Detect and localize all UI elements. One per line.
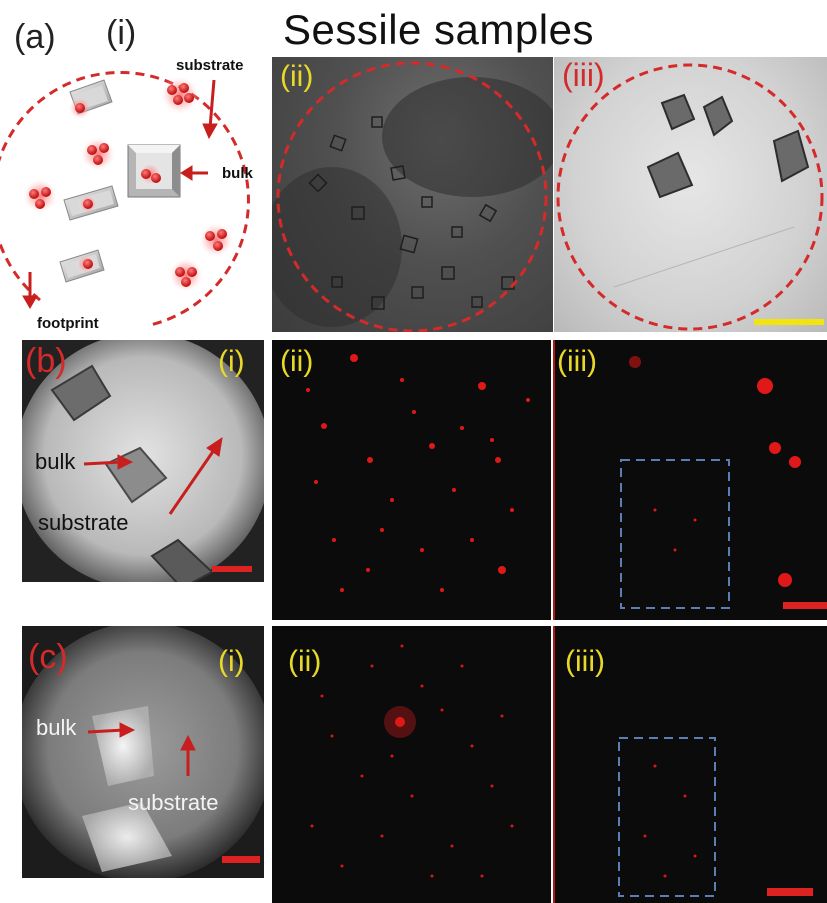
panel-a-ii-label: (ii) (280, 60, 314, 93)
panel-c-i-label: (i) (218, 645, 245, 678)
arrow-bulk-b (83, 454, 134, 470)
arrow-footprint (22, 272, 38, 309)
fluorescence-b-iii-drawing (620, 356, 827, 609)
arrow-bulk-c (87, 722, 136, 738)
fluorescence-c-ii (272, 626, 551, 903)
fluorescence-b-ii-drawing (306, 354, 530, 592)
fluorescence-c-iii-drawing (618, 737, 813, 897)
zoom-region-box-b (620, 459, 730, 609)
micrograph-a-iii-drawing (556, 63, 824, 331)
panel-c-ii-label: (ii) (288, 645, 322, 678)
fluorescence-c-iii (553, 626, 827, 903)
crystal-bulk (127, 144, 181, 198)
drop-footprint-outline-a-ii (276, 61, 548, 332)
annotation-bulk-c: bulk (36, 715, 77, 740)
bead-clusters (22, 75, 234, 293)
arrow-substrate-b (168, 436, 223, 515)
arrow-substrate (202, 79, 218, 140)
panel-b-i-label: (i) (218, 345, 245, 378)
scale-bar-red-b-i (212, 566, 252, 572)
panel-b-label: (b) (25, 342, 67, 380)
panel-c-label: (c) (28, 638, 68, 676)
fluorescence-b-ii (272, 340, 551, 620)
zoom-region-box-c (618, 737, 716, 897)
micrograph-c-i (22, 626, 264, 878)
scale-bar-red-c-iii (767, 888, 813, 896)
panel-c-iii-label: (iii) (565, 645, 605, 678)
panel-a-iii-label: (iii) (562, 57, 605, 93)
schematic-panel (0, 50, 270, 335)
schematic-diagram (0, 71, 250, 327)
panel-a-i-label: (i) (106, 14, 137, 52)
scale-bar-red-c-i (222, 856, 260, 863)
micrograph-b-i-drawing (22, 340, 264, 582)
panel-b-iii-label: (iii) (557, 345, 597, 378)
annotation-bulk-a: bulk (222, 165, 253, 182)
scale-bar-red-b-iii (783, 602, 827, 609)
scale-bar-yellow (754, 319, 824, 325)
micrograph-a-ii (272, 57, 553, 332)
drop-footprint-outline-a-iii (556, 63, 824, 331)
annotation-substrate-c: substrate (128, 790, 219, 815)
annotation-substrate-b: substrate (38, 510, 129, 535)
arrow-bulk (180, 165, 208, 181)
annotation-bulk-b: bulk (35, 449, 76, 474)
annotation-substrate-a: substrate (176, 57, 244, 74)
panel-a-label: (a) (14, 18, 56, 56)
micrograph-b-i (22, 340, 264, 582)
panel-b-ii-label: (ii) (280, 345, 314, 378)
micrograph-a-iii (554, 57, 827, 332)
arrow-substrate-c (180, 734, 196, 776)
micrograph-a-ii-drawing (272, 61, 553, 332)
fluorescence-b-iii (553, 340, 827, 620)
fluorescence-c-ii-drawing (310, 644, 514, 878)
figure-title: Sessile samples (283, 6, 594, 53)
micrograph-c-i-drawing (22, 626, 264, 878)
annotation-footprint-a: footprint (37, 315, 99, 332)
footprint-dashed-circle (0, 71, 250, 327)
